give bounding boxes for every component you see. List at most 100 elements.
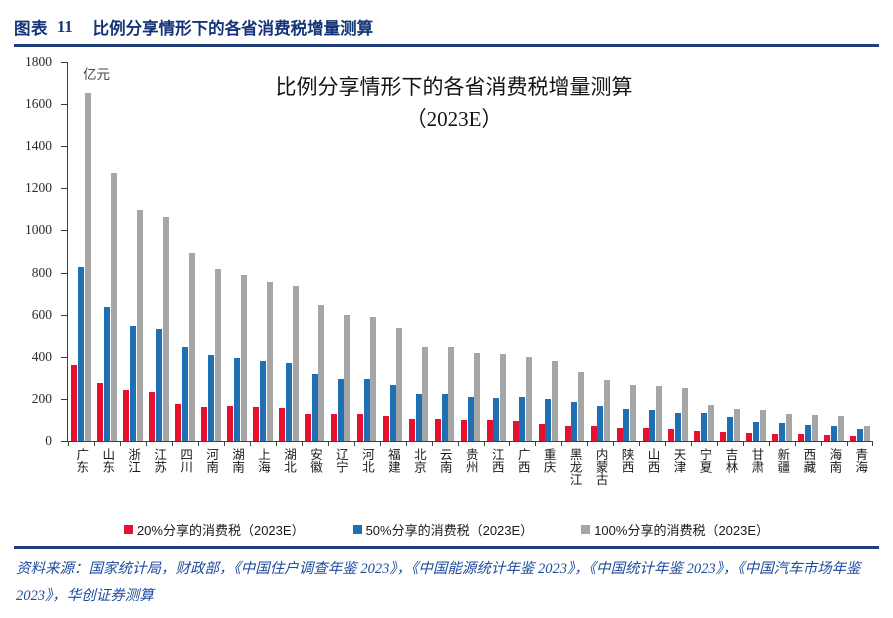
bar: [103, 307, 110, 441]
legend-item[interactable]: 100%分享的消费税（2023E）: [581, 520, 769, 539]
bar: [675, 413, 682, 441]
bar: [233, 358, 240, 441]
bar: [97, 383, 104, 441]
x-axis-tick: [769, 441, 795, 446]
x-axis-label: 安徽: [307, 448, 322, 473]
bar: [526, 357, 533, 441]
bar: [285, 363, 292, 441]
bar: [304, 414, 311, 441]
legend-item[interactable]: 20%分享的消费税（2023E）: [123, 520, 305, 539]
x-axis-label-cell: 辽宁: [328, 448, 354, 510]
bar: [590, 425, 597, 441]
bar: [415, 394, 422, 441]
bar: [597, 406, 604, 441]
bar: [805, 424, 812, 441]
figure-title: 比例分享情形下的各省消费税增量测算: [92, 19, 374, 38]
bar-group: [198, 62, 224, 441]
x-axis-label: 内蒙古: [593, 448, 608, 486]
bar-group: [432, 62, 458, 441]
bar: [311, 373, 318, 441]
bar: [448, 346, 455, 441]
x-axis-label-cell: 河南: [198, 448, 224, 510]
bar-group: [847, 62, 873, 441]
bar-group: [691, 62, 717, 441]
bar: [850, 436, 857, 441]
header-divider: [14, 44, 879, 47]
figure-header: 图表 11 比例分享情形下的各省消费税增量测算: [14, 10, 879, 44]
bar: [746, 432, 753, 441]
bar: [772, 433, 779, 441]
bar: [278, 407, 285, 441]
x-axis-tick: [249, 441, 276, 446]
x-axis-label: 陕西: [619, 448, 634, 473]
x-axis-tick: [613, 441, 639, 446]
x-axis-label-cell: 北京: [406, 448, 432, 510]
x-axis-label-cell: 黑龙江: [561, 448, 587, 510]
x-axis-label-cell: 重庆: [535, 448, 561, 510]
x-axis-label: 广东: [74, 448, 89, 473]
bar: [84, 92, 91, 441]
bar: [396, 328, 403, 441]
x-axis-label: 宁夏: [697, 448, 712, 473]
x-axis-label: 辽宁: [333, 448, 348, 473]
bar: [857, 428, 864, 441]
x-axis-label-cell: 江西: [484, 448, 510, 510]
bar: [259, 361, 266, 441]
bar-group: [406, 62, 432, 441]
x-axis-tick: [509, 441, 535, 446]
bar: [538, 423, 545, 441]
x-axis-label-cell: 贵州: [458, 448, 484, 510]
bar: [467, 396, 474, 441]
y-axis-tick: [61, 314, 67, 316]
x-axis-label-cell: 青海: [847, 448, 873, 510]
x-axis-label: 山东: [100, 448, 115, 473]
x-axis-label-cell: 广东: [68, 448, 94, 510]
bar-group: [665, 62, 691, 441]
bar: [831, 425, 838, 441]
x-axis-label: 福建: [385, 448, 400, 473]
x-axis-label-cell: 浙江: [120, 448, 146, 510]
bar: [363, 379, 370, 441]
y-axis-tick-label: 800: [31, 264, 52, 280]
bar-group: [458, 62, 484, 441]
x-axis-tick: [795, 441, 821, 446]
legend-item[interactable]: 50%分享的消费税（2023E）: [352, 520, 533, 539]
x-axis-tick: [405, 441, 432, 446]
bar-group: [380, 62, 406, 441]
x-axis-tick: [353, 441, 380, 446]
bar: [214, 268, 221, 441]
bar: [181, 347, 188, 441]
x-axis-label: 黑龙江: [567, 448, 582, 486]
x-axis-tick: [691, 441, 717, 446]
bar: [630, 384, 637, 441]
x-axis-label: 甘肃: [749, 448, 764, 473]
bar: [616, 427, 623, 441]
y-axis-tick: [61, 398, 67, 400]
bar: [370, 316, 377, 441]
x-axis-tick: [483, 441, 510, 446]
bar-group: [484, 62, 510, 441]
x-axis-label-cell: 湖南: [224, 448, 250, 510]
bar: [708, 404, 715, 441]
bar: [110, 172, 117, 441]
x-axis-label: 湖南: [230, 448, 245, 473]
bar: [682, 387, 689, 441]
x-axis-tick: [171, 441, 198, 446]
x-axis-label: 湖北: [281, 448, 296, 473]
y-axis-tick-label: 1400: [25, 138, 52, 154]
bar: [571, 402, 578, 441]
x-axis-labels: 广东 山东 浙江 江苏 四川 河南 湖南 上海 湖北 安徽 辽宁 河北 福建 北京 云南 贵州 江西 广西 重庆 黑龙…: [68, 448, 873, 510]
bar-group: [587, 62, 613, 441]
x-axis-label-cell: 河北: [354, 448, 380, 510]
y-axis-tick-label: 1200: [25, 180, 52, 196]
bar: [649, 410, 656, 441]
bar: [720, 432, 727, 441]
x-axis-label: 河南: [204, 448, 219, 473]
x-axis-label: 广西: [515, 448, 530, 473]
bar: [785, 414, 792, 441]
x-axis-tick: [145, 441, 172, 446]
bar: [389, 384, 396, 441]
bar: [408, 418, 415, 441]
bar: [77, 266, 84, 441]
y-axis-tick: [61, 146, 67, 148]
